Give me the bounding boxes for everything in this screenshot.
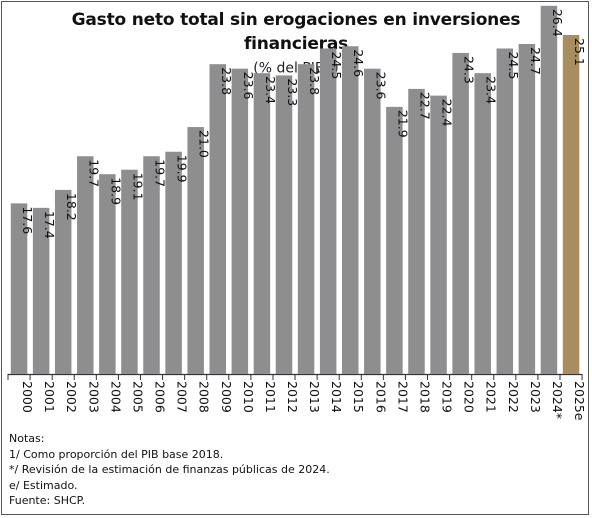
category-label-2008: 2008	[197, 381, 212, 413]
category-label-2020: 2020	[462, 381, 477, 413]
value-label-2014: 24.5	[329, 51, 344, 79]
bar-2020	[452, 52, 469, 375]
bar-2016	[364, 68, 381, 375]
bar-2018	[408, 88, 425, 374]
category-label-2001: 2001	[42, 381, 57, 413]
value-label-2003: 19.7	[86, 159, 101, 187]
category-label-2009: 2009	[219, 381, 234, 413]
bar-2008	[187, 127, 204, 374]
bar-2022	[496, 48, 514, 374]
value-label-2008: 21.0	[197, 130, 212, 158]
notes-heading: Notas:	[9, 432, 45, 445]
category-label-2006: 2006	[153, 381, 168, 413]
value-label-2016: 23.6	[373, 72, 388, 100]
bar-2023	[518, 43, 536, 375]
bar-2003	[77, 156, 94, 374]
value-label-2020: 24.3	[462, 56, 477, 84]
value-label-2005: 19.1	[130, 173, 145, 201]
value-label-2006: 19.7	[153, 159, 168, 187]
bar-2013	[297, 64, 315, 374]
category-label-2023: 2023	[528, 381, 543, 413]
bar-2007	[165, 151, 182, 374]
note-line: e/ Estimado.	[9, 478, 78, 492]
bar-2001	[32, 207, 50, 374]
value-label-2007: 19.9	[175, 155, 190, 183]
bar-2010	[231, 68, 249, 375]
bar-2002	[54, 189, 72, 374]
category-label-2024*: 2024*	[550, 381, 565, 419]
category-label-2002: 2002	[64, 381, 79, 413]
category-label-2018: 2018	[417, 381, 432, 413]
bar-2012	[275, 75, 293, 375]
value-label-2004: 18.9	[108, 177, 123, 205]
category-label-2021: 2021	[484, 381, 499, 413]
value-label-2011: 23.4	[263, 76, 278, 104]
bar-2017	[386, 106, 403, 374]
value-label-2023: 24.7	[528, 47, 543, 75]
value-label-2012: 23.3	[285, 78, 300, 106]
category-label-2022: 2022	[506, 381, 521, 413]
value-label-2022: 24.5	[506, 51, 521, 79]
bar-2005	[121, 169, 138, 374]
bar-2024*	[540, 5, 558, 374]
value-label-2017: 21.9	[395, 110, 410, 138]
bar-2019	[430, 95, 447, 375]
value-label-2013: 23.8	[307, 67, 322, 95]
bar-2015	[341, 46, 359, 374]
bar-2011	[253, 73, 271, 375]
category-label-2007: 2007	[175, 381, 190, 413]
value-label-2000: 17.6	[20, 206, 35, 234]
category-label-2003: 2003	[86, 381, 101, 413]
bar-2014	[319, 48, 337, 374]
category-label-2004: 2004	[108, 381, 123, 413]
category-label-2011: 2011	[263, 381, 278, 413]
value-label-2025e: 25.1	[572, 38, 587, 66]
value-label-2002: 18.2	[64, 193, 79, 221]
value-label-2019: 22.4	[440, 99, 455, 127]
bar-2006	[143, 156, 160, 374]
note-line: 1/ Como proporción del PIB base 2018.	[9, 447, 224, 461]
bar-2004	[99, 174, 116, 374]
value-label-2001: 17.4	[42, 211, 57, 239]
category-label-2016: 2016	[373, 381, 388, 413]
category-label-2019: 2019	[440, 381, 455, 413]
category-label-2014: 2014	[329, 381, 344, 413]
bar-2009	[209, 64, 227, 374]
category-label-2013: 2013	[307, 381, 322, 413]
value-label-2010: 23.6	[241, 72, 256, 100]
category-label-2017: 2017	[395, 381, 410, 413]
category-label-2000: 2000	[20, 381, 35, 413]
chart-title-line1: Gasto neto total sin erogaciones en inve…	[71, 10, 521, 30]
note-line: Fuente: SHCP.	[9, 494, 86, 507]
category-label-2015: 2015	[351, 381, 366, 413]
bar-2000	[10, 203, 28, 374]
value-label-2009: 23.8	[219, 67, 234, 95]
notes-block: Notas: 1/ Como proporción del PIB base 2…	[9, 431, 330, 509]
note-line: */ Revisión de la estimación de finanzas…	[9, 463, 330, 476]
bar-2021	[474, 73, 491, 375]
value-label-2018: 22.7	[417, 92, 432, 120]
value-label-2021: 23.4	[484, 76, 499, 104]
category-label-2010: 2010	[241, 381, 256, 413]
category-label-2012: 2012	[285, 381, 300, 413]
category-label-2005: 2005	[130, 381, 145, 413]
category-label-2025e: 2025e	[572, 381, 587, 421]
value-label-2024*: 26.4	[550, 9, 565, 37]
bar-2025e	[562, 35, 580, 374]
value-label-2015: 24.6	[351, 49, 366, 77]
